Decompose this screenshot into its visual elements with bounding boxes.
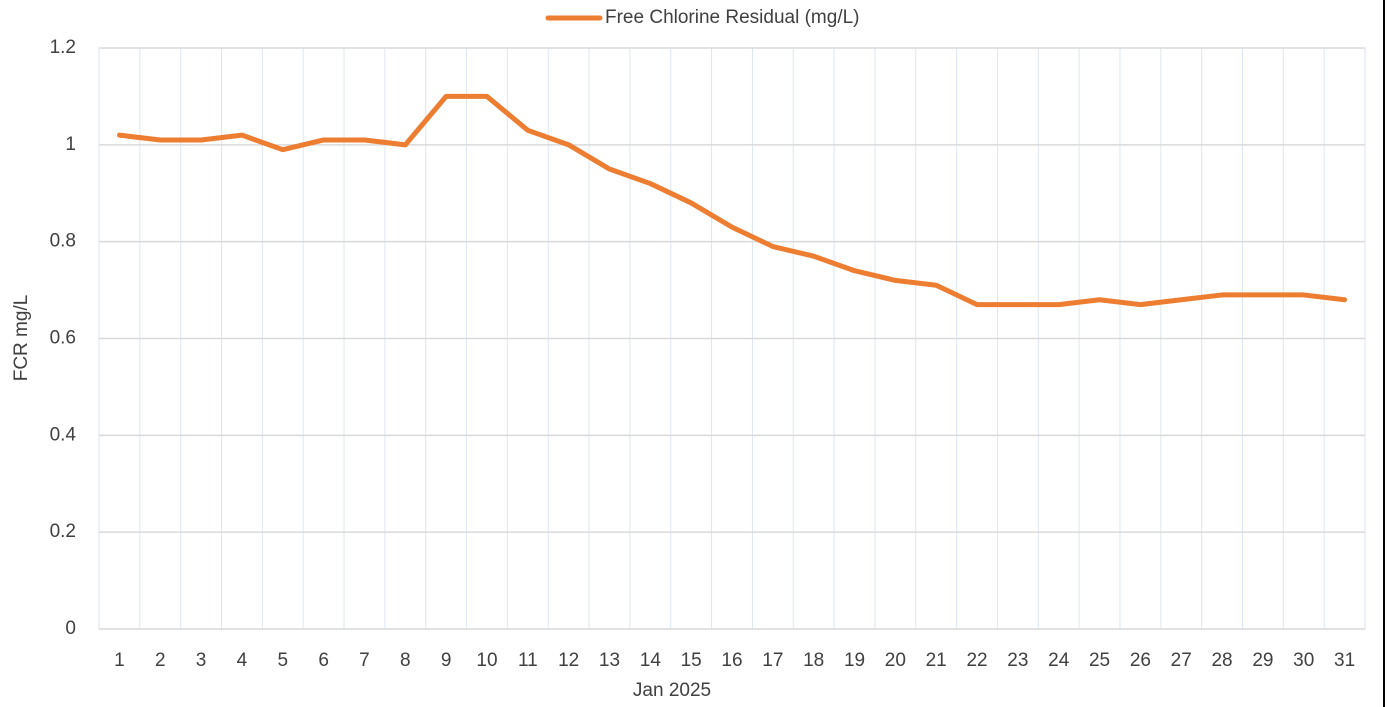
x-tick-label: 24 bbox=[1048, 650, 1070, 671]
x-tick-label: 17 bbox=[762, 650, 783, 671]
x-tick-label: 29 bbox=[1252, 650, 1273, 671]
y-tick-label: 0.8 bbox=[50, 231, 76, 252]
x-tick-label: 12 bbox=[558, 650, 579, 671]
x-tick-label: 3 bbox=[196, 650, 207, 671]
x-tick-label: 26 bbox=[1130, 650, 1151, 671]
x-tick-label: 7 bbox=[359, 650, 370, 671]
y-tick-label: 1 bbox=[65, 134, 76, 155]
x-axis-label: Jan 2025 bbox=[633, 680, 711, 701]
x-tick-label: 2 bbox=[155, 650, 166, 671]
x-tick-label: 27 bbox=[1171, 650, 1192, 671]
x-tick-label: 21 bbox=[926, 650, 947, 671]
x-tick-label: 4 bbox=[237, 650, 248, 671]
x-tick-label: 13 bbox=[599, 650, 620, 671]
x-tick-label: 31 bbox=[1334, 650, 1355, 671]
x-tick-label: 9 bbox=[441, 650, 452, 671]
x-tick-label: 10 bbox=[476, 650, 497, 671]
x-tick-label: 14 bbox=[640, 650, 662, 671]
x-tick-label: 11 bbox=[518, 650, 538, 671]
x-tick-label: 6 bbox=[318, 650, 329, 671]
y-tick-label: 0.6 bbox=[50, 328, 76, 349]
y-tick-label: 0 bbox=[65, 618, 76, 639]
data-line bbox=[116, 93, 1348, 308]
x-tick-label: 8 bbox=[400, 650, 411, 671]
x-tick-label: 15 bbox=[681, 650, 702, 671]
x-tick-label: 1 bbox=[114, 650, 125, 671]
y-tick-label: 0.2 bbox=[50, 521, 76, 542]
x-tick-label: 23 bbox=[1007, 650, 1028, 671]
x-tick-label: 28 bbox=[1211, 650, 1232, 671]
legend-label: Free Chlorine Residual (mg/L) bbox=[605, 7, 860, 28]
x-tick-label: 30 bbox=[1293, 650, 1314, 671]
y-axis-label: FCR mg/L bbox=[11, 295, 32, 382]
x-tick-label: 19 bbox=[844, 650, 865, 671]
x-tick-label: 5 bbox=[277, 650, 288, 671]
y-tick-label: 1.2 bbox=[50, 37, 76, 58]
y-tick-label: 0.4 bbox=[50, 424, 77, 445]
x-tick-label: 25 bbox=[1089, 650, 1110, 671]
x-tick-label: 16 bbox=[721, 650, 742, 671]
x-tick-label: 22 bbox=[966, 650, 987, 671]
x-tick-label: 18 bbox=[803, 650, 824, 671]
x-tick-label: 20 bbox=[885, 650, 906, 671]
